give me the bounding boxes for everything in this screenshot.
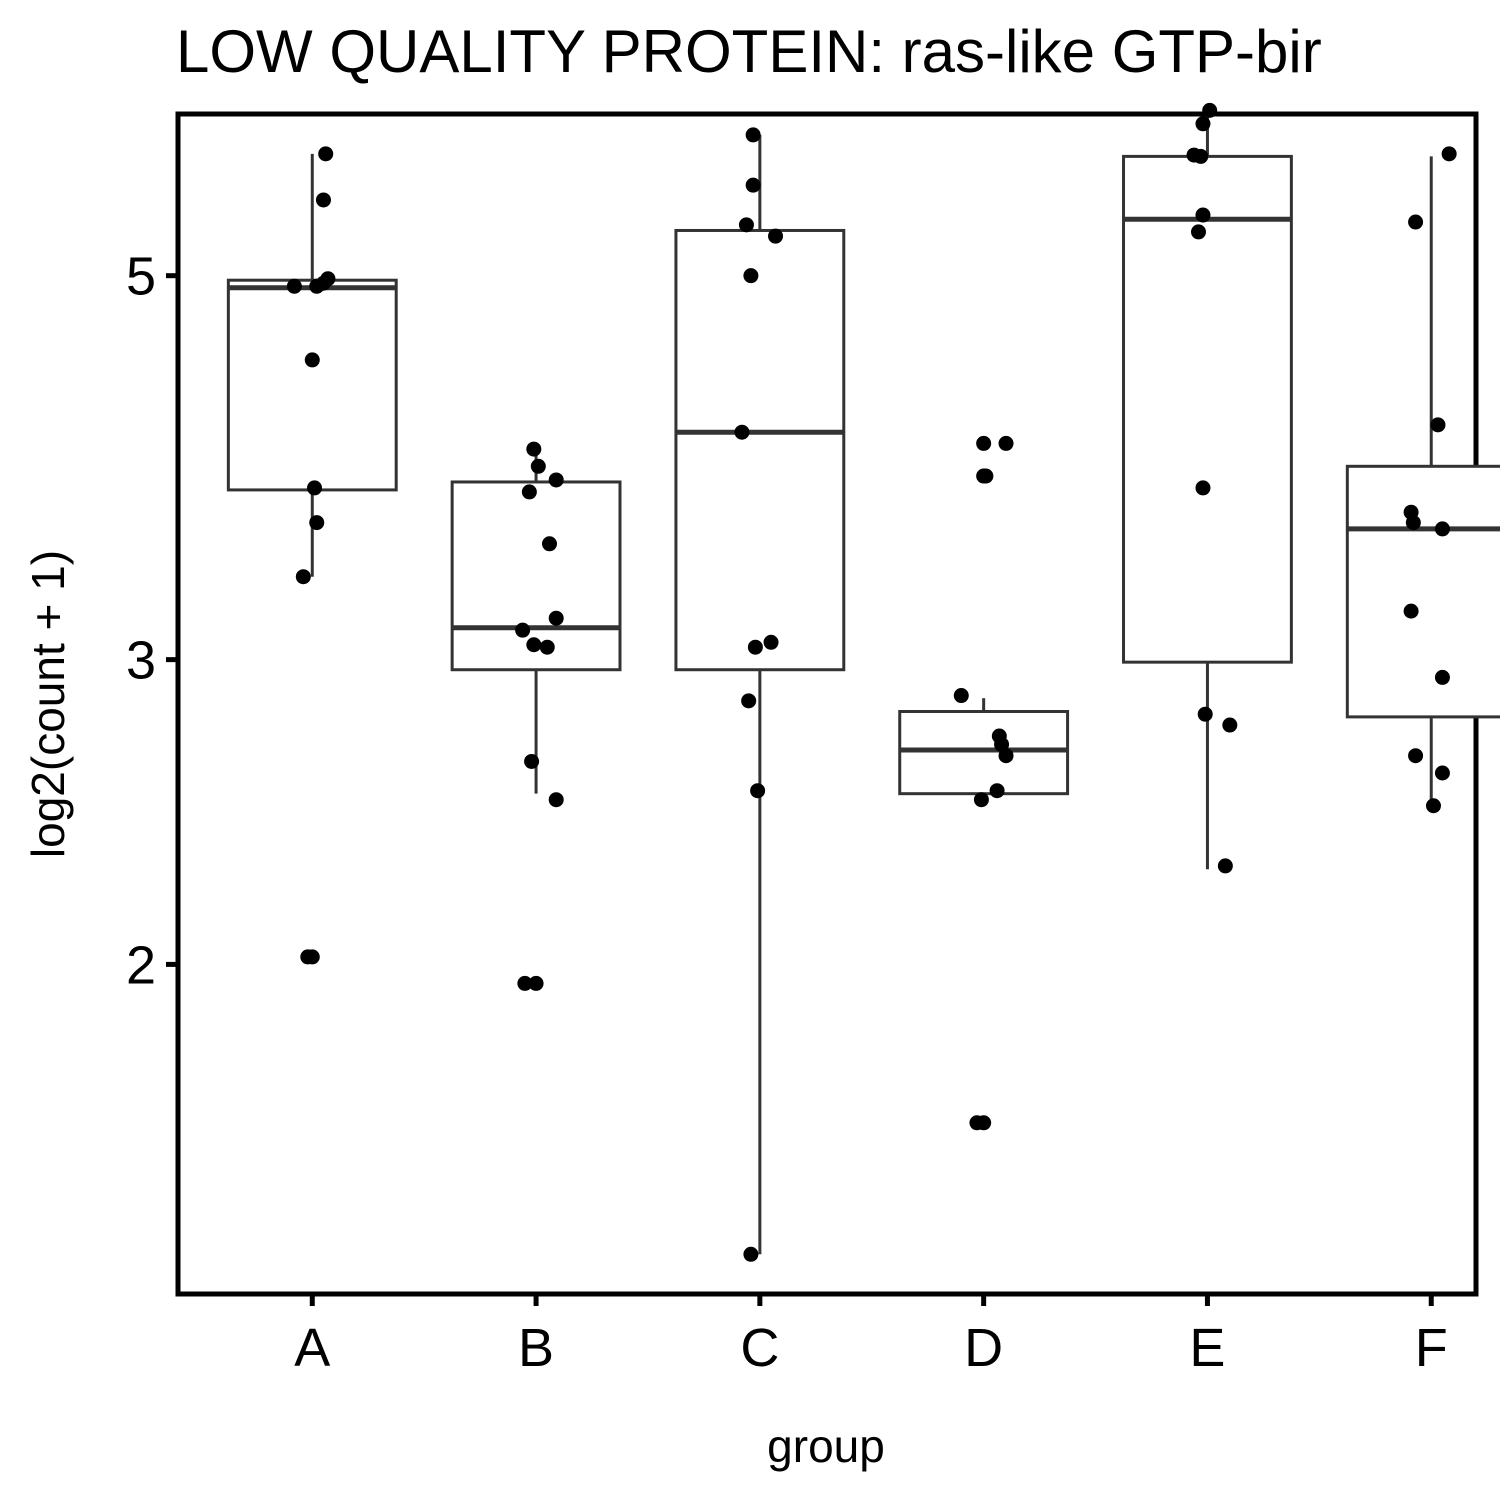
data-point-A (286, 278, 302, 294)
box-group-D (898, 698, 1070, 796)
data-point-C (768, 228, 784, 244)
points-layer (286, 102, 1457, 1262)
data-point-B (548, 472, 564, 488)
data-point-A (295, 569, 311, 585)
data-point-F (1434, 669, 1450, 685)
data-point-B (524, 753, 540, 769)
data-point-A (315, 192, 331, 208)
data-point-D (998, 748, 1014, 764)
data-point-B (530, 458, 546, 474)
boxes-layer (226, 111, 1500, 1255)
data-point-F (1405, 515, 1421, 531)
data-point-D (994, 736, 1010, 752)
data-point-E (1197, 706, 1213, 722)
data-point-B (539, 639, 555, 655)
data-point-E (1222, 717, 1238, 733)
data-point-B (548, 610, 564, 626)
y-tick-label: 3 (126, 631, 156, 691)
data-point-B (517, 975, 533, 991)
data-point-C (747, 639, 763, 655)
box-iqr (674, 228, 846, 672)
box-group-F (1345, 156, 1500, 803)
data-point-F (1408, 748, 1424, 764)
data-point-A (304, 352, 320, 368)
data-point-B (541, 536, 557, 552)
data-point-D (989, 783, 1005, 799)
data-point-A (307, 480, 323, 496)
box-iqr (1122, 154, 1293, 664)
data-point-B (526, 441, 542, 457)
x-tick-label: E (1189, 1318, 1225, 1378)
x-tick-label: A (294, 1318, 330, 1378)
data-point-B (515, 622, 531, 638)
data-point-D (973, 792, 989, 808)
data-point-A (318, 146, 334, 162)
data-point-A (309, 278, 325, 294)
data-point-E (1195, 480, 1211, 496)
chart-title: LOW QUALITY PROTEIN: ras-like GTP-bir (176, 18, 1322, 85)
data-point-D (976, 1115, 992, 1131)
box-group-E (1122, 111, 1293, 870)
x-axis-title: group (767, 1420, 885, 1472)
data-point-D (953, 688, 969, 704)
data-point-E (1202, 102, 1218, 118)
data-point-E (1193, 148, 1209, 164)
data-point-B (526, 637, 542, 653)
data-point-F (1434, 521, 1450, 537)
y-axis: 2 3 5 (126, 247, 178, 995)
x-tick-label: C (740, 1318, 779, 1378)
data-point-C (745, 177, 761, 193)
data-point-C (763, 634, 779, 650)
box-iqr (226, 278, 398, 492)
data-point-A (304, 949, 320, 965)
box-iqr (1345, 464, 1500, 719)
data-point-A (309, 515, 325, 531)
data-point-F (1434, 765, 1450, 781)
y-tick-label: 2 (126, 935, 156, 995)
data-point-B (521, 484, 537, 500)
data-point-C (750, 783, 766, 799)
data-point-C (738, 217, 754, 233)
data-point-E (1195, 116, 1211, 132)
data-point-B (528, 975, 544, 991)
data-point-F (1403, 603, 1419, 619)
data-point-E (1195, 207, 1211, 223)
x-tick-label: D (964, 1318, 1003, 1378)
data-point-C (743, 1246, 759, 1262)
y-axis-title: log2(count + 1) (22, 550, 74, 858)
x-tick-label: F (1415, 1318, 1448, 1378)
box-iqr (898, 709, 1070, 796)
data-point-F (1425, 798, 1441, 814)
data-point-F (1430, 417, 1446, 433)
data-point-B (548, 792, 564, 808)
data-point-D (978, 468, 994, 484)
x-axis: A B C D E F (294, 1294, 1448, 1378)
data-point-C (743, 268, 759, 284)
box-group-C (674, 134, 846, 1255)
data-point-C (734, 424, 750, 440)
data-point-D (998, 435, 1014, 451)
data-point-C (741, 693, 757, 709)
y-tick-label: 5 (126, 247, 156, 307)
data-point-C (745, 127, 761, 143)
data-point-E (1190, 224, 1206, 240)
data-point-E (1217, 858, 1233, 874)
data-point-F (1408, 214, 1424, 230)
data-point-F (1441, 146, 1457, 162)
x-tick-label: B (518, 1318, 554, 1378)
data-point-D (976, 435, 992, 451)
